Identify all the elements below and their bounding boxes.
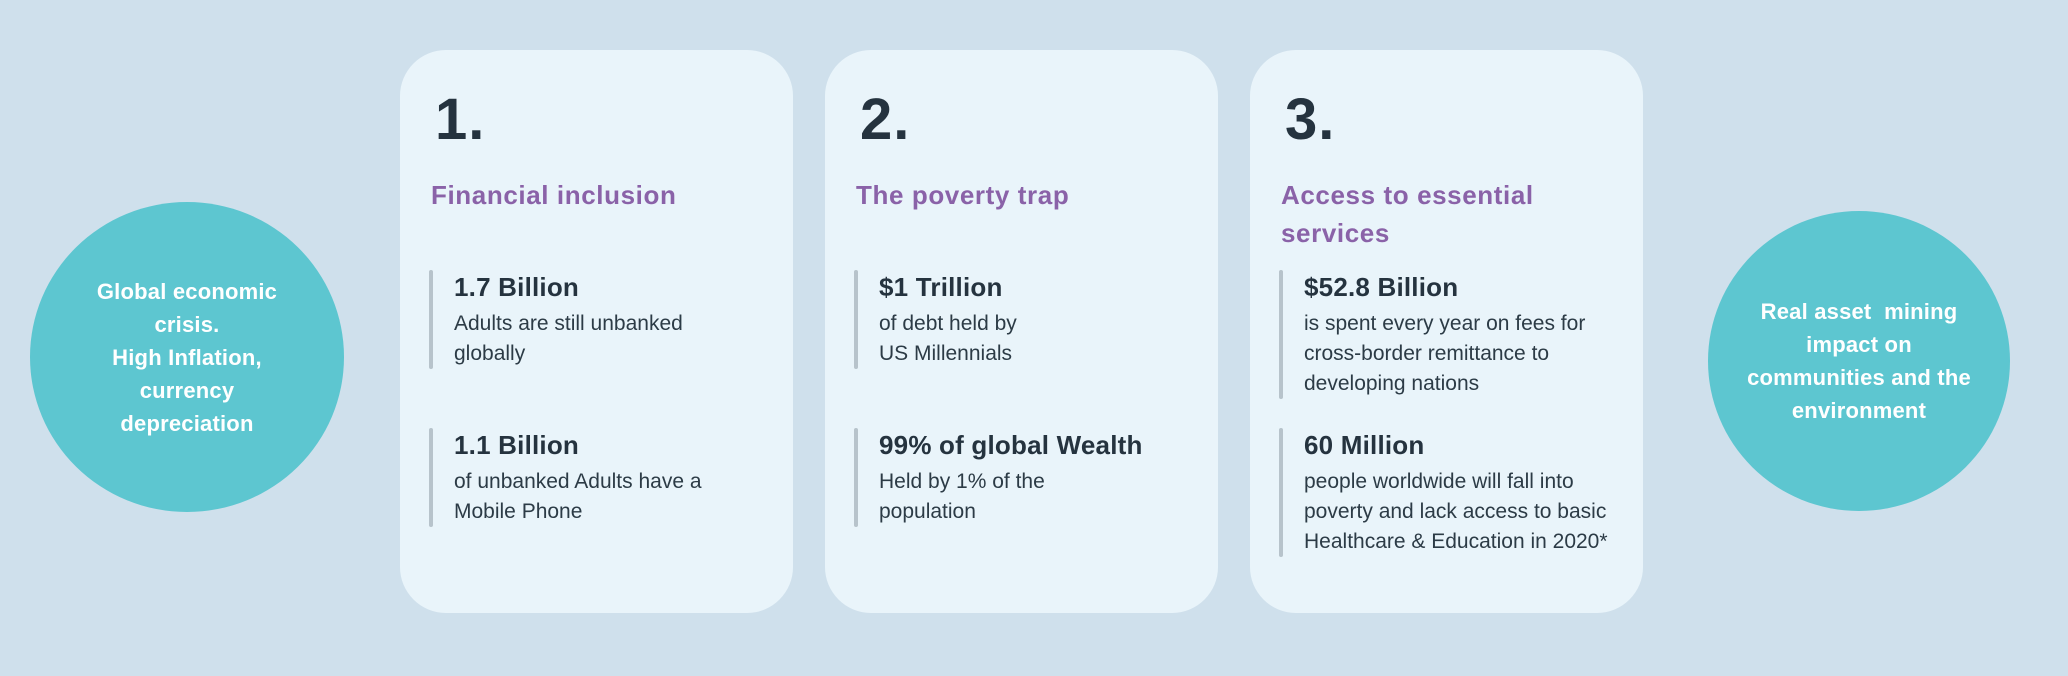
stat-description: of unbanked Adults have a Mobile Phone	[454, 470, 702, 523]
card-poverty-trap: 2. The poverty trap $1 Trillion of debt …	[825, 50, 1218, 613]
card-number: 1.	[435, 87, 486, 152]
card-title: The poverty trap	[856, 180, 1070, 210]
stat-item: $52.8 Billion is spent every year on fee…	[1279, 270, 1615, 399]
stat-description: people worldwide will fall into poverty …	[1304, 470, 1608, 553]
stat-body: $52.8 Billion is spent every year on fee…	[1304, 270, 1585, 399]
card-title: Financial inclusion	[431, 180, 677, 210]
card-title: Access to essential services	[1281, 180, 1534, 248]
stat-value: $1 Trillion	[879, 272, 1003, 302]
stat-value: 1.7 Billion	[454, 272, 580, 302]
stat-accent-bar	[854, 428, 858, 527]
card-essential-services: 3. Access to essential services $52.8 Bi…	[1250, 50, 1643, 613]
stat-description: of debt held by US Millennials	[879, 312, 1017, 365]
stat-value: 1.1 Billion	[454, 430, 580, 460]
stat-item: 99% of global Wealth Held by 1% of the p…	[854, 428, 1190, 527]
stat-body: 1.7 Billion Adults are still unbanked gl…	[454, 270, 683, 369]
stat-body: 1.1 Billion of unbanked Adults have a Mo…	[454, 428, 702, 527]
stat-body: $1 Trillion of debt held by US Millennia…	[879, 270, 1017, 369]
stat-description: Held by 1% of the population	[879, 470, 1045, 523]
stat-accent-bar	[429, 270, 433, 369]
left-circle-text: Global economic crisis. High Inflation, …	[96, 278, 278, 436]
stat-value: 60 Million	[1304, 430, 1425, 460]
stat-description: is spent every year on fees for cross-bo…	[1304, 312, 1586, 395]
stat-value: 99% of global Wealth	[879, 430, 1143, 460]
left-circle: Global economic crisis. High Inflation, …	[30, 202, 344, 512]
stat-accent-bar	[429, 428, 433, 527]
stat-body: 99% of global Wealth Held by 1% of the p…	[879, 428, 1143, 527]
card-number: 2.	[860, 87, 911, 152]
stat-accent-bar	[854, 270, 858, 369]
stat-item: $1 Trillion of debt held by US Millennia…	[854, 270, 1190, 369]
stat-item: 1.1 Billion of unbanked Adults have a Mo…	[429, 428, 765, 527]
card-number: 3.	[1285, 87, 1336, 152]
stat-body: 60 Million people worldwide will fall in…	[1304, 428, 1608, 557]
stat-description: Adults are still unbanked globally	[454, 312, 683, 365]
right-circle: Real asset mining impact on communities …	[1708, 211, 2010, 511]
stat-item: 1.7 Billion Adults are still unbanked gl…	[429, 270, 765, 369]
stat-accent-bar	[1279, 428, 1283, 557]
stat-item: 60 Million people worldwide will fall in…	[1279, 428, 1615, 557]
stat-accent-bar	[1279, 270, 1283, 399]
right-circle-text: Real asset mining impact on communities …	[1747, 299, 1971, 423]
card-financial-inclusion: 1. Financial inclusion 1.7 Billion Adult…	[400, 50, 793, 613]
stat-value: $52.8 Billion	[1304, 272, 1459, 302]
